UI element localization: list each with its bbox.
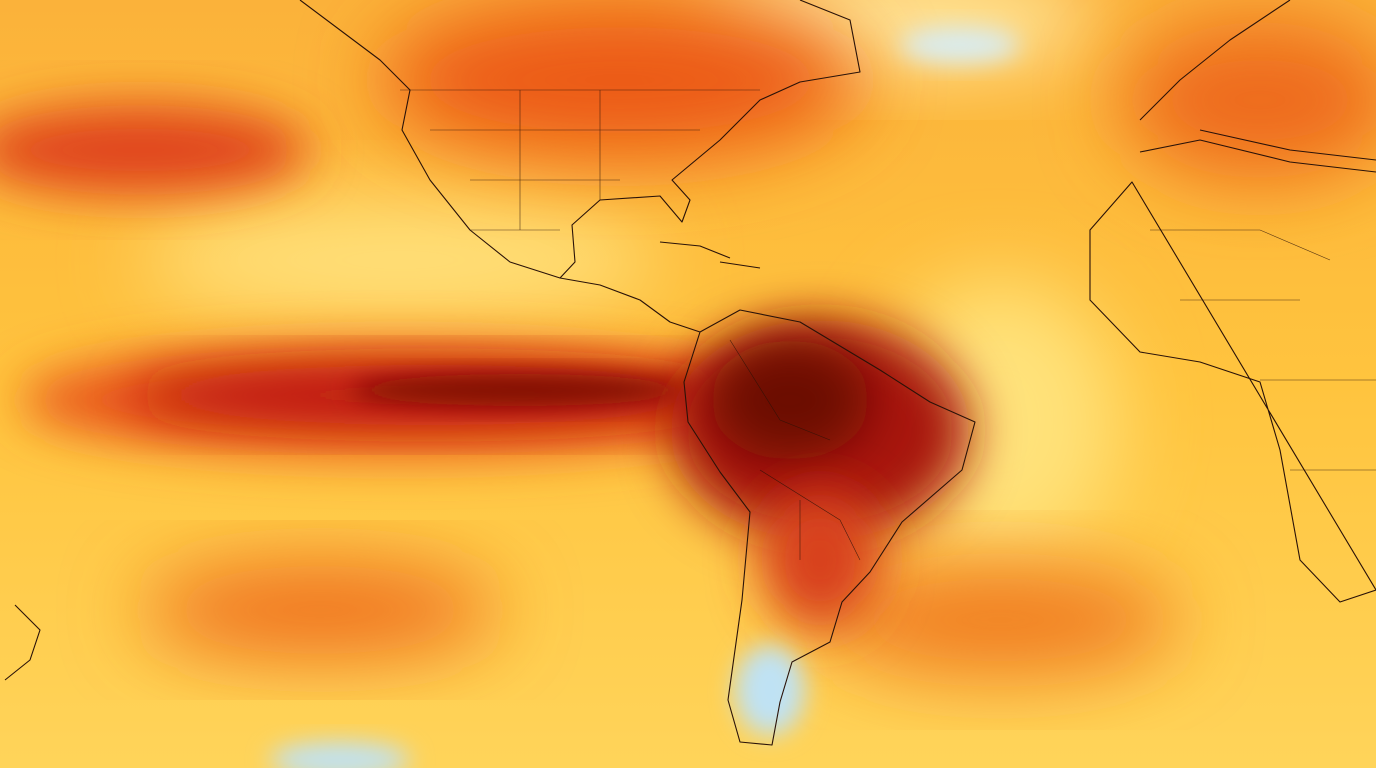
south-america	[683, 309, 976, 746]
africa-borders	[1150, 229, 1376, 471]
africa	[1089, 139, 1376, 603]
europe	[1139, 0, 1376, 161]
new-zealand	[4, 604, 41, 681]
sa-borders	[729, 339, 861, 561]
coastlines	[4, 0, 1376, 746]
caribbean	[659, 241, 761, 269]
central-america	[559, 277, 701, 333]
us-borders	[400, 89, 760, 231]
